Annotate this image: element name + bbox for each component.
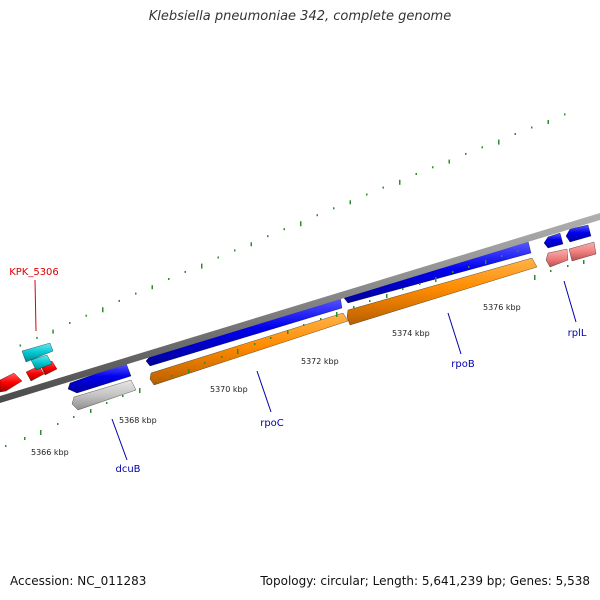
gene-red-small-1[interactable] xyxy=(0,372,23,393)
ruler-label-5368: 5368 kbp xyxy=(119,416,157,425)
gene-label-rpob[interactable]: rpoB xyxy=(451,359,475,370)
gene-pink-2[interactable] xyxy=(568,241,597,262)
ruler-label-5372: 5372 kbp xyxy=(301,357,339,366)
gene-label-kpk-5306[interactable]: KPK_5306 xyxy=(9,267,59,278)
accession-text: Accession: NC_011283 xyxy=(10,574,147,588)
gene-blue-small-2[interactable] xyxy=(565,224,592,243)
gene-red-small-2[interactable] xyxy=(25,365,45,382)
gene-gray-dcub[interactable] xyxy=(71,379,137,411)
leader-dcub xyxy=(111,418,128,461)
gene-orange-rpoc[interactable] xyxy=(149,312,349,386)
map-title: Klebsiella pneumoniae 342, complete geno… xyxy=(148,9,452,24)
genome-summary-text: Topology: circular; Length: 5,641,239 bp… xyxy=(260,574,590,588)
leader-kpk-5306 xyxy=(34,279,37,332)
outer-tick-ruler xyxy=(19,113,566,347)
ruler-label-5366: 5366 kbp xyxy=(31,448,69,457)
ruler-label-5376: 5376 kbp xyxy=(483,303,521,312)
inner-tick-ruler xyxy=(5,250,585,447)
gene-label-rpoc[interactable]: rpoC xyxy=(260,418,284,429)
leader-rpll xyxy=(563,280,577,323)
gene-kpk-5306-inner-arrow[interactable] xyxy=(30,354,53,371)
ruler-label-5370: 5370 kbp xyxy=(210,385,248,394)
gene-orange-rpob[interactable] xyxy=(346,257,538,326)
gene-label-rpll[interactable]: rplL xyxy=(568,328,587,339)
gene-kpk-5306-outer-arrow[interactable] xyxy=(21,342,54,363)
gene-leader-lines xyxy=(34,279,577,461)
inner-strand-features xyxy=(30,241,597,411)
leader-rpob xyxy=(447,312,462,355)
leader-rpoc xyxy=(256,370,272,413)
genome-backbone xyxy=(0,213,600,403)
ruler-label-5374: 5374 kbp xyxy=(392,329,430,338)
gene-label-dcub[interactable]: dcuB xyxy=(115,464,140,475)
gene-pink-1[interactable] xyxy=(545,248,569,268)
gene-blue-small-1[interactable] xyxy=(543,232,564,249)
